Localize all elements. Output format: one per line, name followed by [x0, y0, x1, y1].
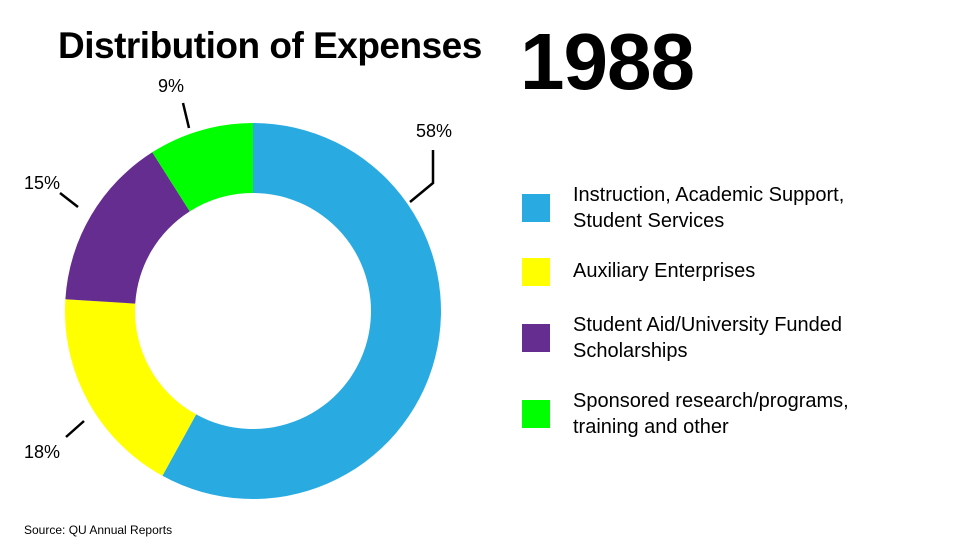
legend-item: Sponsored research/programs, training an…: [522, 388, 942, 440]
leader-line: [59, 192, 79, 208]
legend-label-line2: Scholarships: [573, 340, 688, 362]
donut-slice: [64, 299, 197, 476]
data-label: 58%: [416, 121, 452, 141]
legend-item: Instruction, Academic Support, Student S…: [522, 182, 942, 234]
data-label: 18%: [24, 442, 60, 462]
legend-item: Auxiliary Enterprises: [522, 258, 942, 288]
legend-label-line2: Student Services: [573, 210, 725, 232]
data-label: 9%: [158, 76, 184, 96]
legend: Instruction, Academic Support, Student S…: [522, 182, 942, 440]
legend-label-line1: Sponsored research/programs,: [573, 390, 849, 412]
legend-label-line1: Student Aid/University Funded: [573, 314, 843, 336]
leader-line: [65, 420, 85, 438]
legend-swatch: [522, 324, 550, 352]
legend-label-line2: training and other: [573, 416, 729, 438]
legend-label-line1: Instruction, Academic Support,: [573, 184, 845, 206]
leader-line: [181, 102, 191, 129]
leader-line: [409, 150, 435, 203]
donut-slice: [152, 123, 253, 212]
data-label: 15%: [24, 173, 60, 193]
donut-slice: [162, 123, 442, 499]
chart-year: 1988: [520, 17, 695, 106]
legend-swatch: [522, 258, 550, 286]
chart-title: Distribution of Expenses: [58, 25, 482, 66]
legend-swatch: [522, 400, 550, 428]
donut-slice: [65, 152, 190, 304]
legend-swatch: [522, 194, 550, 222]
legend-label-line1: Auxiliary Enterprises: [573, 260, 756, 282]
legend-item: Student Aid/University Funded Scholarshi…: [522, 312, 942, 364]
source-note: Source: QU Annual Reports: [24, 523, 173, 537]
